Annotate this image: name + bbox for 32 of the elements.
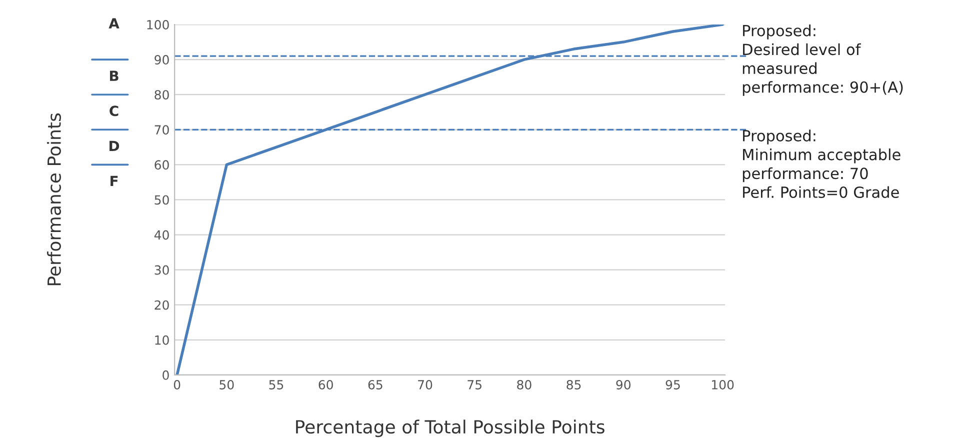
x-tick-label: 100 — [712, 380, 734, 390]
x-tick-label: 85 — [566, 380, 581, 390]
x-tick-label: 0 — [174, 380, 180, 390]
text: A — [108, 18, 120, 28]
y-tick-label: 90 — [154, 55, 169, 64]
text: D — [110, 140, 120, 151]
text: C — [110, 106, 118, 116]
y-tick-label: 30 — [154, 265, 169, 275]
x-tick-label: 90 — [616, 380, 630, 390]
y-tick-label: 20 — [154, 300, 169, 310]
text: Proposed: Desired level of measured performance: 90+(A) — [742, 24, 903, 96]
text: F — [110, 176, 118, 186]
x-tick-label: 75 — [468, 380, 482, 390]
y-tick-label: 10 — [155, 335, 169, 345]
y-tick-label: 100 — [147, 20, 169, 30]
text: B — [110, 70, 118, 81]
y-tick-label: 40 — [154, 230, 169, 240]
x-tick-label: 50 — [220, 380, 234, 390]
y-axis-title: Performance Points — [47, 113, 61, 286]
y-tick-label: 50 — [154, 195, 169, 205]
y-tick-label: 70 — [154, 125, 169, 135]
y-tick-label: 0 — [162, 370, 169, 380]
x-tick-label: 55 — [269, 380, 284, 390]
x-tick-label: 80 — [517, 380, 532, 390]
x-tick-label: 95 — [666, 380, 680, 390]
y-tick-label: 60 — [154, 160, 169, 170]
x-axis-title: Percentage of Total Possible Points — [296, 420, 604, 438]
y-tick-label: 80 — [154, 90, 169, 100]
x-tick-label: 60 — [318, 380, 333, 390]
x-tick-label: 70 — [418, 380, 432, 390]
x-tick-label: 65 — [368, 380, 382, 390]
text: Proposed: Minimum acceptable performance: 70 Perf. Points=0 Grade — [742, 130, 900, 198]
